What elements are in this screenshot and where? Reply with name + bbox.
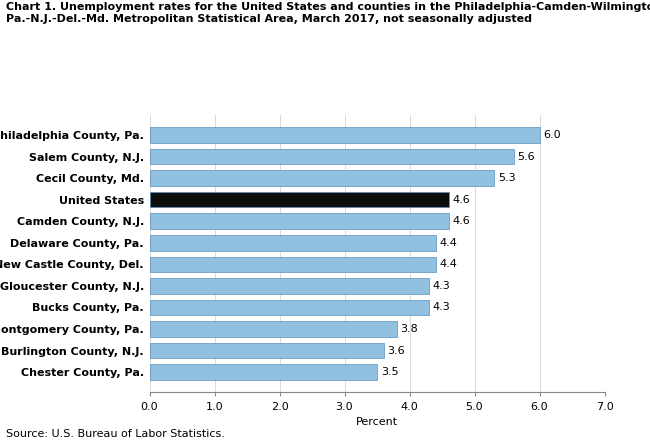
Text: 4.3: 4.3	[433, 303, 450, 313]
X-axis label: Percent: Percent	[356, 417, 398, 427]
Bar	[150, 235, 436, 250]
Text: Chart 1. Unemployment rates for the United States and counties in the Philadelph: Chart 1. Unemployment rates for the Unit…	[6, 2, 650, 24]
Bar	[150, 321, 396, 337]
Text: 5.6: 5.6	[517, 152, 535, 161]
Text: 3.6: 3.6	[387, 346, 405, 355]
Text: 3.8: 3.8	[400, 324, 418, 334]
Text: 6.0: 6.0	[543, 130, 561, 140]
Bar	[150, 192, 448, 207]
Bar	[150, 213, 448, 229]
Text: 4.3: 4.3	[433, 281, 450, 291]
Text: 3.5: 3.5	[381, 367, 398, 377]
Text: 4.6: 4.6	[452, 194, 470, 205]
Bar	[150, 364, 377, 380]
Text: 4.4: 4.4	[439, 238, 458, 248]
Bar	[150, 170, 494, 186]
Bar	[150, 257, 436, 272]
Text: 5.3: 5.3	[498, 173, 515, 183]
Text: 4.4: 4.4	[439, 259, 458, 269]
Bar	[150, 127, 540, 143]
Bar	[150, 343, 384, 358]
Bar	[150, 149, 514, 164]
Bar	[150, 278, 429, 294]
Text: Source: U.S. Bureau of Labor Statistics.: Source: U.S. Bureau of Labor Statistics.	[6, 429, 226, 439]
Text: 4.6: 4.6	[452, 216, 470, 226]
Bar	[150, 300, 429, 315]
